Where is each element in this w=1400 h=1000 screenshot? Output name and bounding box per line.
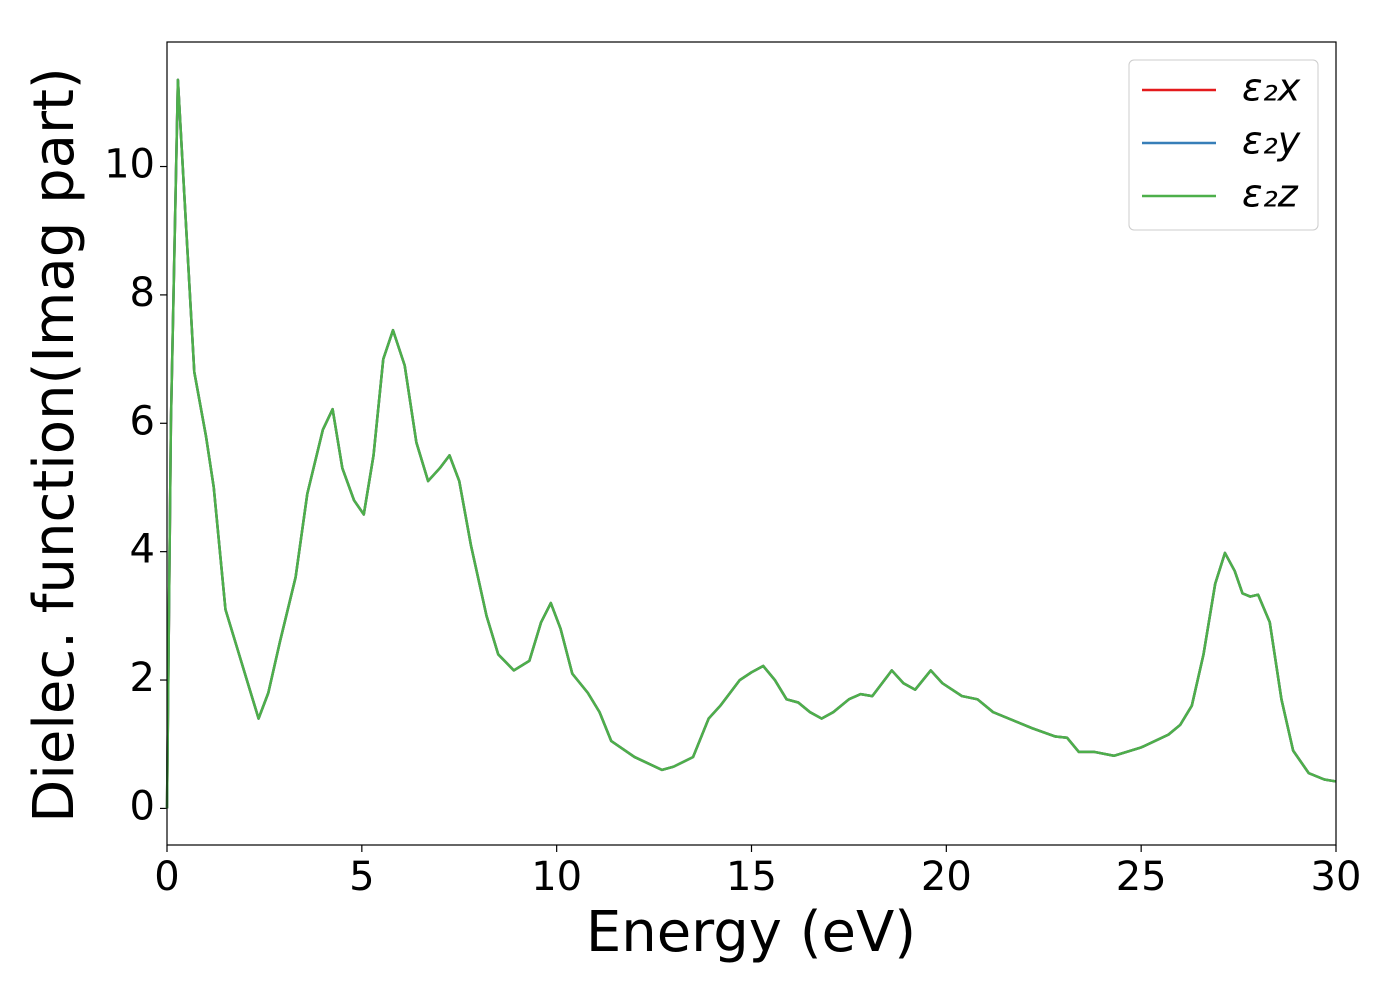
- x-tick-label: 20: [921, 854, 972, 900]
- x-tick-label: 30: [1311, 854, 1362, 900]
- x-tick-label: 15: [726, 854, 777, 900]
- plot-frame: [166, 41, 1337, 846]
- legend-label: ε₂z: [1242, 172, 1299, 216]
- y-tick-label: 6: [130, 398, 155, 444]
- y-tick-label: 0: [130, 783, 155, 829]
- x-tick-label: 0: [154, 854, 179, 900]
- data-line: [165, 78, 1337, 809]
- legend-box: [1128, 59, 1319, 231]
- x-tick-label: 25: [1116, 854, 1167, 900]
- x-axis-label: Energy (eV): [586, 900, 916, 965]
- y-tick-label: 10: [104, 142, 155, 188]
- legend-label: ε₂y: [1242, 119, 1301, 163]
- y-tick-label: 4: [130, 527, 155, 573]
- legend-label: ε₂x: [1242, 66, 1301, 110]
- y-axis-label: Dielec. function(Imag part): [22, 67, 87, 823]
- x-tick-label: 5: [349, 854, 374, 900]
- x-tick-label: 10: [531, 854, 582, 900]
- y-tick-label: 8: [130, 270, 155, 316]
- y-tick-label: 2: [130, 655, 155, 701]
